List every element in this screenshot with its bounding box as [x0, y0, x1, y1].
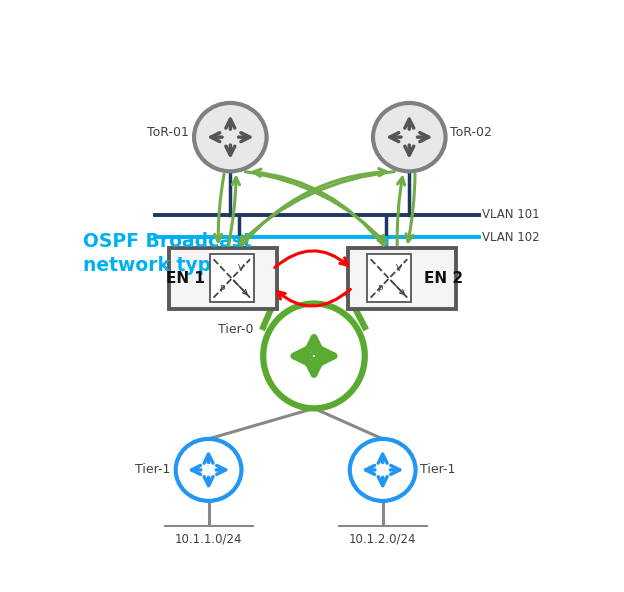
Text: Tier-1: Tier-1 [421, 464, 456, 477]
Text: P: P [377, 285, 382, 294]
Text: ToR-02: ToR-02 [451, 126, 492, 139]
Text: ToR-01: ToR-01 [147, 126, 189, 139]
FancyBboxPatch shape [210, 255, 253, 303]
Circle shape [176, 439, 241, 501]
Text: VLAN 102: VLAN 102 [482, 231, 539, 244]
Text: P: P [220, 285, 225, 294]
FancyBboxPatch shape [348, 247, 456, 309]
Circle shape [373, 103, 446, 171]
Text: 10.1.1.0/24: 10.1.1.0/24 [175, 533, 242, 546]
Ellipse shape [263, 304, 365, 408]
Text: V: V [238, 265, 245, 274]
FancyBboxPatch shape [168, 247, 278, 309]
Text: 10.1.2.0/24: 10.1.2.0/24 [349, 533, 416, 546]
Text: EN 1: EN 1 [165, 271, 205, 286]
Text: VLAN 101: VLAN 101 [482, 208, 539, 221]
Circle shape [350, 439, 416, 501]
Text: Tier-1: Tier-1 [135, 464, 171, 477]
Text: OSPF Broadcast
network type: OSPF Broadcast network type [83, 231, 251, 275]
Circle shape [194, 103, 266, 171]
Text: EN 2: EN 2 [424, 271, 463, 286]
FancyBboxPatch shape [367, 255, 411, 303]
Text: Tier-0: Tier-0 [218, 323, 253, 336]
Text: V: V [396, 265, 402, 274]
